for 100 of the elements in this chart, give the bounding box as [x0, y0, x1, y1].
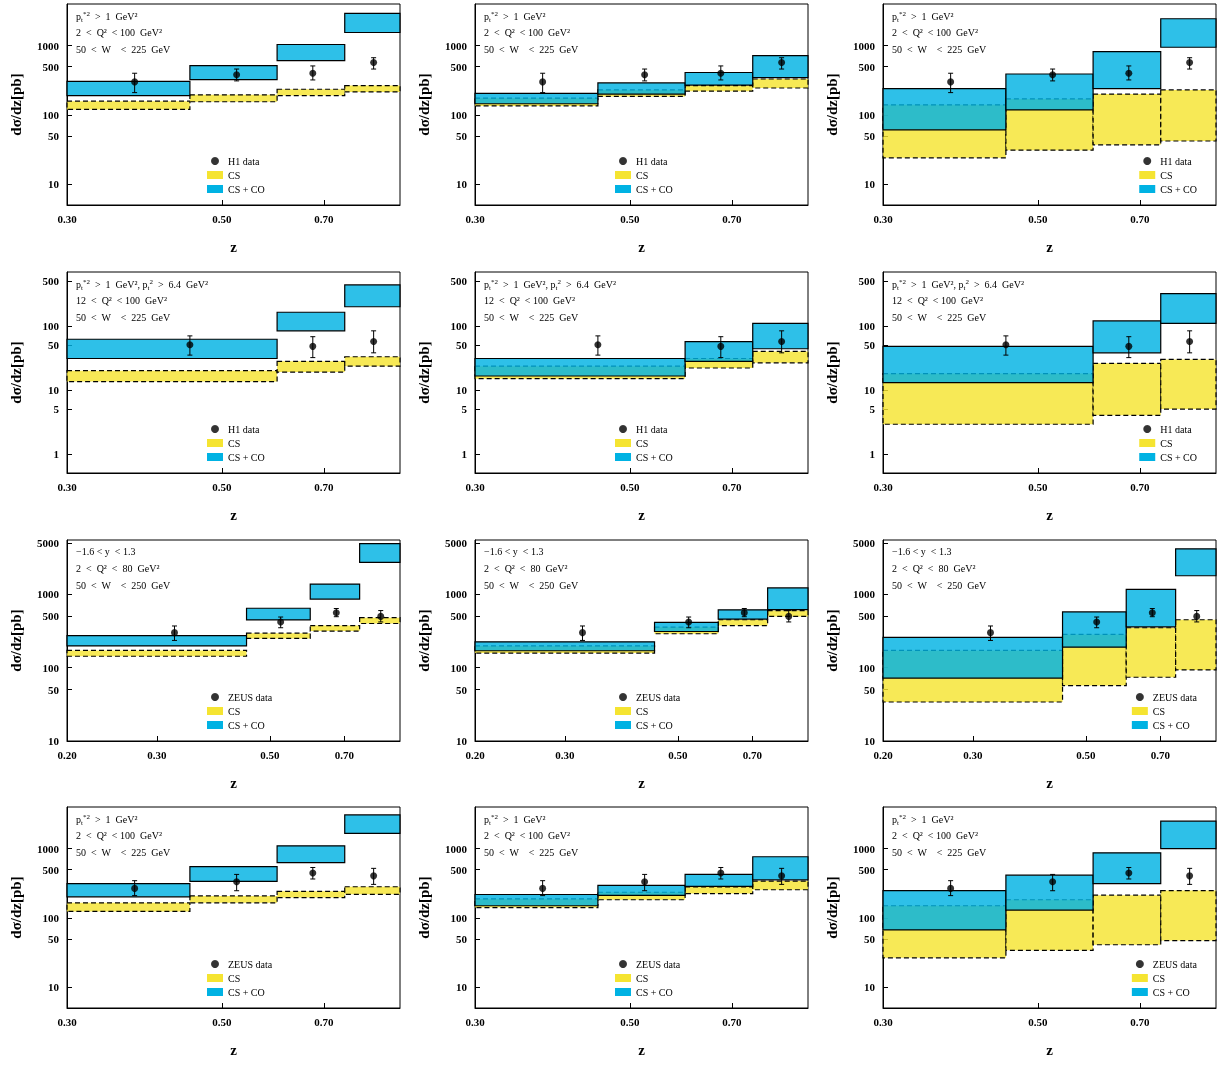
y-tick-label: 100: [42, 108, 60, 121]
x-axis-title: z: [1046, 506, 1054, 523]
x-axis-title: z: [638, 774, 646, 790]
legend-label: ZEUS data: [636, 958, 681, 970]
annotation: −1.6 < y < 1.3: [484, 545, 544, 556]
y-tick-label: 5000: [853, 536, 876, 549]
legend-label: CS + CO: [1160, 451, 1197, 463]
y-tick-label: 1: [53, 447, 59, 460]
y-tick-label: 1000: [445, 39, 468, 52]
x-tick-label: 0.70: [722, 1015, 742, 1028]
x-tick-label: 0.20: [465, 748, 486, 760]
y-axis-title: dσ/dz[pb]: [7, 876, 24, 939]
annotation: 2 < Q² < 100 GeV²: [484, 829, 570, 841]
x-tick-label: 0.20: [57, 748, 78, 760]
x-tick-label: 0.70: [314, 480, 334, 493]
annotation: 50 < W < 250 GeV: [892, 579, 988, 590]
legend-label: H1 data: [1160, 423, 1193, 435]
legend-label: CS + CO: [228, 451, 265, 463]
y-axis-title: dσ/dz[pb]: [823, 341, 840, 404]
y-axis-title: dσ/dz[pb]: [415, 876, 432, 939]
x-tick-label: 0.70: [314, 212, 334, 225]
y-tick-label: 500: [450, 275, 468, 288]
x-tick-label: 0.70: [1150, 748, 1171, 760]
x-tick-label: 0.50: [620, 480, 640, 493]
x-tick-label: 0.30: [57, 212, 78, 225]
x-tick-label: 0.50: [1028, 480, 1048, 493]
y-tick-label: 100: [858, 319, 876, 332]
y-tick-label: 10: [864, 383, 876, 396]
y-tick-label: 1000: [445, 587, 468, 600]
x-tick-label: 0.70: [722, 212, 742, 225]
y-tick-label: 50: [864, 683, 876, 696]
x-tick-label: 0.20: [873, 748, 894, 760]
x-tick-label: 0.70: [1130, 480, 1150, 493]
x-tick-label: 0.70: [722, 480, 742, 493]
x-axis-title: z: [230, 238, 238, 255]
y-tick-label: 500: [450, 609, 468, 622]
y-tick-label: 100: [42, 912, 60, 925]
y-tick-label: 1: [461, 447, 467, 460]
y-axis-title: dσ/dz[pb]: [823, 73, 840, 136]
legend-label: CS + CO: [1152, 719, 1190, 730]
legend-label: CS + CO: [636, 719, 673, 730]
y-axis-title: dσ/dz[pb]: [7, 341, 24, 404]
x-tick-label: 0.30: [873, 1015, 894, 1028]
x-tick-label: 0.30: [57, 480, 78, 493]
y-tick-label: 10: [864, 734, 876, 747]
x-axis-title: z: [638, 238, 646, 255]
legend-label: CS: [636, 972, 649, 984]
y-tick-label: 5: [869, 402, 876, 415]
y-tick-label: 10: [864, 178, 876, 191]
legend-label: CS: [636, 169, 649, 181]
y-tick-label: 1000: [445, 842, 468, 855]
y-tick-label: 50: [456, 129, 468, 142]
annotation: 50 < W < 225 GeV: [484, 311, 580, 323]
x-axis-title: z: [1046, 1041, 1054, 1058]
y-tick-label: 500: [42, 609, 60, 622]
y-tick-label: 500: [858, 275, 876, 288]
legend-label: H1 data: [228, 423, 260, 435]
x-tick-label: 0.50: [212, 480, 232, 493]
annotation: 50 < W < 225 GeV: [484, 846, 580, 858]
legend-label: CS + CO: [636, 451, 673, 463]
annotation: 12 < Q² < 100 GeV²: [484, 294, 575, 306]
annotation: 50 < W < 225 GeV: [892, 43, 988, 55]
annotation: 50 < W < 225 GeV: [76, 311, 172, 323]
x-tick-label: 0.30: [147, 748, 167, 760]
x-tick-label: 0.70: [334, 748, 355, 760]
y-tick-label: 5000: [445, 536, 468, 549]
y-tick-label: 50: [864, 933, 876, 946]
y-tick-label: 1000: [37, 842, 60, 855]
y-tick-label: 50: [48, 933, 60, 946]
x-axis-title: z: [230, 506, 238, 523]
legend-label: CS + CO: [1160, 183, 1197, 195]
y-tick-label: 50: [48, 129, 60, 142]
y-tick-label: 100: [450, 661, 468, 674]
x-axis-title: z: [1046, 238, 1054, 255]
x-tick-label: 0.50: [1028, 1015, 1048, 1028]
y-tick-label: 500: [858, 60, 876, 73]
legend-label: CS: [228, 169, 241, 181]
x-tick-label: 0.50: [1028, 212, 1048, 225]
annotation: 12 < Q² < 100 GeV²: [892, 294, 983, 306]
x-tick-label: 0.30: [555, 748, 575, 760]
y-tick-label: 500: [858, 863, 876, 876]
annotation: 2 < Q² < 100 GeV²: [484, 26, 570, 38]
legend-label: CS: [1160, 437, 1173, 449]
y-tick-label: 10: [48, 178, 60, 191]
x-axis-title: z: [1046, 774, 1054, 790]
y-tick-label: 100: [858, 661, 876, 674]
annotation: 12 < Q² < 100 GeV²: [76, 294, 167, 306]
y-tick-label: 1000: [853, 587, 876, 600]
legend-label: ZEUS data: [1152, 958, 1198, 970]
y-tick-label: 10: [864, 981, 876, 994]
legend-label: H1 data: [636, 423, 668, 435]
annotation: 2 < Q² < 80 GeV²: [892, 562, 976, 573]
annotation: 2 < Q² < 100 GeV²: [76, 829, 162, 841]
y-tick-label: 1000: [853, 842, 876, 855]
annotation: 50 < W < 225 GeV: [892, 846, 988, 858]
y-tick-label: 100: [858, 912, 876, 925]
y-axis-title: dσ/dz[pb]: [415, 73, 432, 136]
legend-label: H1 data: [636, 155, 668, 167]
annotation: −1.6 < y < 1.3: [76, 545, 136, 556]
y-tick-label: 500: [42, 863, 60, 876]
